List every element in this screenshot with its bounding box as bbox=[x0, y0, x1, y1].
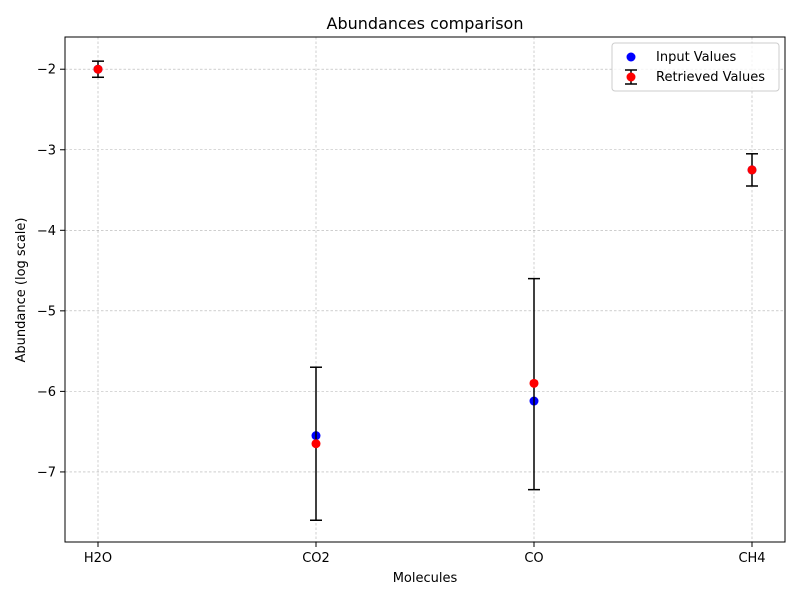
legend: Input Values Retrieved Values bbox=[611, 42, 780, 92]
data-marks bbox=[92, 60, 758, 522]
legend-marker-retrieved bbox=[626, 72, 636, 82]
retrieved-value-point bbox=[529, 378, 539, 388]
legend-label-input: Input Values bbox=[656, 50, 736, 65]
y-tick-label: −3 bbox=[37, 143, 56, 158]
x-tick-label: H2O bbox=[84, 551, 112, 566]
retrieved-value-point bbox=[747, 165, 757, 175]
grid bbox=[65, 37, 785, 542]
retrieved-value-point bbox=[93, 64, 103, 74]
y-tick-label: −7 bbox=[37, 465, 56, 480]
y-tick-label: −5 bbox=[37, 304, 56, 319]
legend-box bbox=[611, 42, 780, 92]
legend-label-retrieved: Retrieved Values bbox=[656, 70, 765, 85]
legend-marker-input bbox=[626, 52, 636, 62]
x-tick-label: CO2 bbox=[302, 551, 330, 566]
y-tick-label: −4 bbox=[37, 224, 56, 239]
x-tick-label: CH4 bbox=[738, 551, 765, 566]
x-axis: H2O CO2 CO CH4 bbox=[84, 542, 766, 566]
y-axis: −7 −6 −5 −4 −3 −2 bbox=[37, 63, 65, 480]
chart-title: Abundances comparison bbox=[327, 14, 524, 33]
retrieved-value-point bbox=[311, 439, 321, 449]
plot-area bbox=[64, 36, 786, 543]
x-axis-label: Molecules bbox=[393, 571, 458, 586]
y-axis-label: Abundance (log scale) bbox=[14, 218, 29, 363]
y-tick-label: −6 bbox=[37, 385, 56, 400]
y-tick-label: −2 bbox=[37, 63, 56, 78]
x-tick-label: CO bbox=[524, 551, 543, 566]
